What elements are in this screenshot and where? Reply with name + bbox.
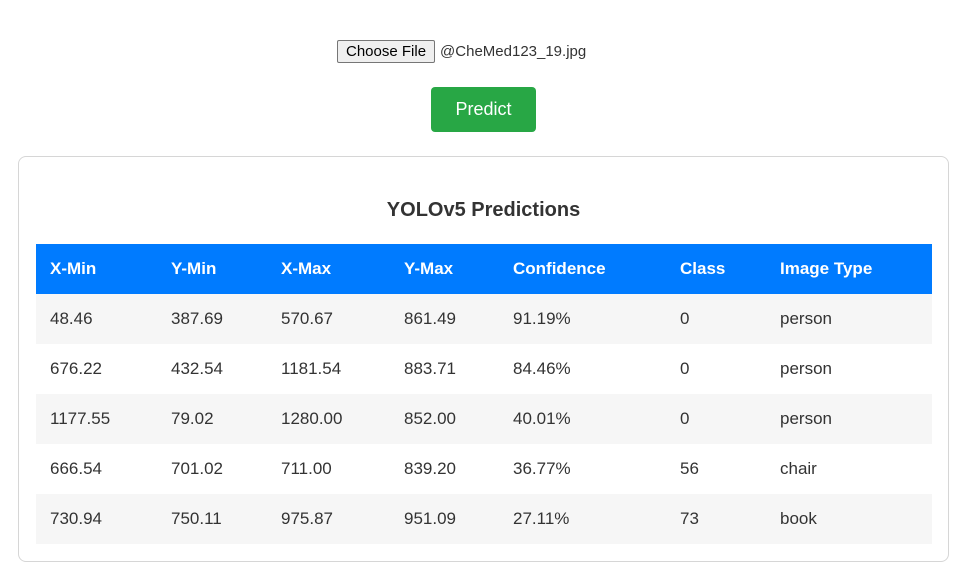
cell-class: 0 [680,409,690,428]
cell-x-max: 570.67 [281,309,333,328]
column-header-y-min: Y-Min [157,244,267,294]
cell-y-max: 852.00 [404,409,456,428]
cell-y-min: 701.02 [171,459,223,478]
cell-class: 73 [680,509,699,528]
cell-x-max: 711.00 [281,459,332,478]
results-title: YOLOv5 Predictions [386,199,581,221]
cell-confidence: 27.11% [513,509,570,528]
cell-y-max: 861.49 [404,309,456,328]
cell-y-min: 750.11 [171,509,222,528]
cell-confidence: 91.19% [513,309,571,328]
cell-image-type: person [780,409,832,428]
cell-image-type: chair [780,459,817,478]
cell-y-max: 951.09 [404,509,456,528]
column-header-x-max: X-Max [267,244,390,294]
column-header-class: Class [666,244,766,294]
cell-image-type: book [780,509,817,528]
table-row: 666.54 701.02 711.00 839.20 36.77% 56 ch… [36,444,932,494]
cell-x-min: 676.22 [50,359,102,378]
predictions-table: X-Min Y-Min X-Max Y-Max Confidence Class… [36,244,932,544]
header-row: X-Min Y-Min X-Max Y-Max Confidence Class… [36,244,932,294]
column-header-image-type: Image Type [766,244,932,294]
cell-confidence: 36.77% [513,459,571,478]
cell-class: 56 [680,459,699,478]
selected-file-name: @CheMed123_19.jpg [440,43,587,60]
choose-file-button[interactable]: Choose File [337,40,436,63]
cell-y-min: 79.02 [171,409,214,428]
cell-x-min: 48.46 [50,309,93,328]
cell-x-min: 666.54 [50,459,102,478]
cell-y-min: 387.69 [171,309,223,328]
cell-confidence: 84.46% [513,359,571,378]
table-row: 1177.55 79.02 1280.00 852.00 40.01% 0 pe… [36,394,932,444]
table-row: 676.22 432.54 1181.54 883.71 84.46% 0 pe… [36,344,932,394]
column-header-confidence: Confidence [499,244,666,294]
cell-class: 0 [680,309,690,328]
column-header-x-min: X-Min [36,244,157,294]
cell-y-min: 432.54 [171,359,223,378]
cell-x-max: 1280.00 [281,409,343,428]
results-card: YOLOv5 Predictions X-Min Y-Min X-Max Y-M… [18,156,949,562]
file-upload: Choose File @CheMed123_19.jpg [337,40,586,63]
predict-button[interactable]: Predict [431,87,536,132]
cell-y-max: 883.71 [404,359,456,378]
cell-image-type: person [780,309,832,328]
cell-y-max: 839.20 [404,459,456,478]
cell-x-max: 1181.54 [281,359,342,378]
table-header: X-Min Y-Min X-Max Y-Max Confidence Class… [36,244,932,294]
cell-x-min: 730.94 [50,509,102,528]
column-header-y-max: Y-Max [390,244,499,294]
cell-x-min: 1177.55 [50,409,111,428]
cell-image-type: person [780,359,832,378]
cell-confidence: 40.01% [513,409,571,428]
cell-x-max: 975.87 [281,509,333,528]
table-row: 730.94 750.11 975.87 951.09 27.11% 73 bo… [36,494,932,544]
table-body: 48.46 387.69 570.67 861.49 91.19% 0 pers… [36,294,932,544]
table-row: 48.46 387.69 570.67 861.49 91.19% 0 pers… [36,294,932,344]
cell-class: 0 [680,359,690,378]
